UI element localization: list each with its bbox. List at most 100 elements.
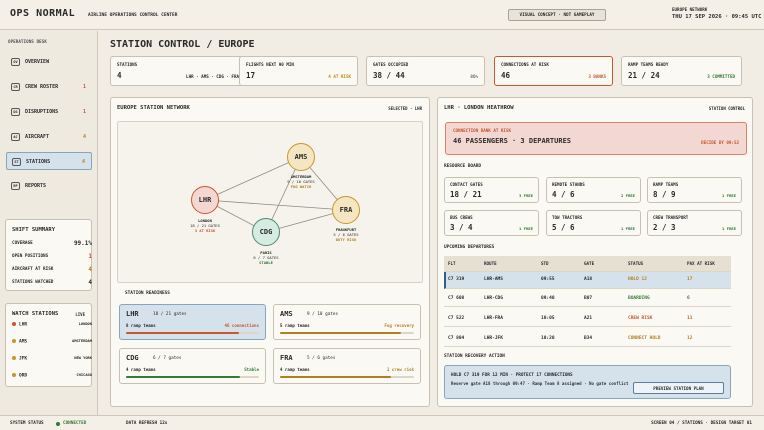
cell-gate: B07 bbox=[584, 296, 593, 301]
readiness-lhr[interactable]: LHR 18 / 21 gates 8 ramp teams 46 connec… bbox=[119, 304, 266, 340]
system-status-value: CONNECTED bbox=[63, 421, 87, 426]
readiness-fill bbox=[126, 332, 240, 334]
kpi-detail: LHR · AMS · CDG · FRA bbox=[186, 74, 239, 79]
kpi-label: CONNECTIONS AT RISK bbox=[501, 62, 549, 67]
table-row[interactable]: C7 522 LHR-FRA 10:05 A21 CREW RISK 11 bbox=[444, 311, 731, 327]
sidebar-item-stations[interactable]: ST STATIONS 4 bbox=[6, 152, 92, 170]
cell-pax: 11 bbox=[687, 316, 693, 321]
station-panel: LHR · LONDON HEATHROW STATION CONTROL CO… bbox=[437, 97, 753, 407]
datetime-label: THU 17 SEP 2026 · 09:45 UTC bbox=[672, 14, 762, 20]
alert-label: CONNECTION BANK AT RISK bbox=[453, 128, 511, 133]
readiness-ams[interactable]: AMS 9 / 10 gates 5 ramp teams Fog recove… bbox=[273, 304, 421, 340]
watch-station-jfk[interactable]: JFK NEW YORK bbox=[12, 356, 92, 362]
readiness-gates: 18 / 21 gates bbox=[153, 312, 187, 317]
summary-value: 99.1% bbox=[73, 240, 92, 247]
readiness-teams: 4 ramp teams bbox=[126, 367, 156, 372]
readiness-fill bbox=[280, 332, 401, 334]
kpi-detail: 3 BANKS bbox=[588, 74, 606, 79]
disruption-icon: DS bbox=[11, 108, 20, 116]
summary-row: AIRCRAFT AT RISK 4 bbox=[12, 266, 92, 273]
table-row[interactable]: C7 319 LHR-AMS 09:55 A18 HOLD 12 17 bbox=[444, 272, 731, 289]
watch-station-ams[interactable]: AMS AMSTERDAM bbox=[12, 339, 92, 345]
table-header: FLT ROUTE STD GATE STATUS PAX AT RISK bbox=[444, 256, 731, 272]
aircraft-icon: AC bbox=[11, 133, 20, 141]
resource-label: BUS CREWS bbox=[450, 215, 473, 220]
readiness-gates: 9 / 10 gates bbox=[307, 312, 339, 317]
cell-gate: A18 bbox=[584, 277, 593, 282]
sidebar-item-label: OVERVIEW bbox=[25, 59, 50, 65]
readiness-code: FRA bbox=[280, 354, 293, 362]
sidebar-item-label: REPORTS bbox=[25, 183, 47, 189]
cell-status: CONNECT HOLD bbox=[628, 336, 661, 341]
recovery-action-card: HOLD C7 319 FOR 12 MIN · PROTECT 17 CONN… bbox=[444, 365, 731, 399]
selected-label: SELECTED · LHR bbox=[388, 106, 422, 111]
station-icon: ST bbox=[12, 158, 21, 166]
alert-deadline: DECIDE BY 09:52 bbox=[701, 140, 739, 145]
status-dot-icon bbox=[12, 339, 16, 343]
node-status: STABLE bbox=[259, 260, 273, 266]
readiness-fra[interactable]: FRA 5 / 6 gates 4 ramp teams 1 crew risk bbox=[273, 348, 421, 384]
readiness-cdg[interactable]: CDG 6 / 7 gates 4 ramp teams Stable bbox=[119, 348, 266, 384]
kpi-value: 38 / 44 bbox=[373, 71, 405, 80]
shift-summary-card: SHIFT SUMMARY COVERAGE 99.1% OPEN POSITIO… bbox=[5, 219, 92, 291]
sidebar-item-crew-roster[interactable]: CR CREW ROSTER 1 bbox=[6, 78, 92, 96]
sidebar-item-count: 1 bbox=[82, 84, 86, 90]
station-code: JFK bbox=[19, 356, 28, 362]
summary-row: COVERAGE 99.1% bbox=[12, 240, 92, 247]
sidebar-item-count: 4 bbox=[81, 159, 85, 165]
summary-label: AIRCRAFT AT RISK bbox=[12, 267, 54, 272]
sidebar-item-overview[interactable]: OV OVERVIEW bbox=[6, 53, 92, 71]
readiness-fill bbox=[126, 376, 241, 378]
watch-station-lhr[interactable]: LHR LONDON bbox=[12, 322, 92, 328]
table-row[interactable]: C7 804 LHR-JFK 10:20 B34 CONNECT HOLD 12 bbox=[444, 331, 731, 347]
kpi-value: 17 bbox=[246, 71, 256, 80]
network-map: LHR LONDON 18 / 21 GATES 3 AT RISK AMS AMS… bbox=[117, 121, 423, 283]
node-cdg[interactable]: CDG bbox=[252, 218, 280, 246]
node-fra[interactable]: FRA bbox=[332, 196, 360, 224]
cell-route: LHR-AMS bbox=[484, 277, 503, 282]
resource-free: 3 FREE bbox=[518, 193, 533, 198]
resource-label: RAMP TEAMS bbox=[653, 182, 679, 187]
summary-label: COVERAGE bbox=[12, 241, 33, 246]
preview-station-plan-button[interactable]: PREVIEW STATION PLAN bbox=[633, 382, 724, 394]
node-lhr[interactable]: LHR bbox=[191, 186, 219, 214]
readiness-teams: 8 ramp teams bbox=[126, 323, 156, 328]
column-header: STATUS bbox=[628, 261, 644, 266]
departures-title: UPCOMING DEPARTURES bbox=[444, 245, 495, 250]
resource-value: 18 / 21 bbox=[450, 190, 482, 199]
watch-station-ord[interactable]: ORD CHICAGO bbox=[12, 373, 92, 379]
readiness-title: STATION READINESS bbox=[125, 291, 170, 296]
sidebar-item-disruptions[interactable]: DS DISRUPTIONS 1 bbox=[6, 103, 92, 121]
brand-logo: OPS NORMAL bbox=[10, 8, 76, 19]
sidebar-item-label: DISRUPTIONS bbox=[25, 109, 59, 115]
cell-flt: C7 804 bbox=[448, 336, 465, 341]
kpi-stations: STATIONS 4 LHR · AMS · CDG · FRA bbox=[110, 56, 246, 86]
readiness-bar bbox=[126, 332, 259, 334]
kpi-detail: 4 AT RISK bbox=[328, 74, 351, 79]
status-dot-icon bbox=[12, 356, 16, 360]
readiness-bar bbox=[280, 376, 414, 378]
cell-pax: 12 bbox=[687, 336, 693, 341]
sidebar-item-aircraft[interactable]: AC AIRCRAFT 4 bbox=[6, 128, 92, 146]
kpi-detail: 86% bbox=[470, 74, 478, 79]
sidebar-item-reports[interactable]: RP REPORTS bbox=[6, 177, 92, 195]
kpi-label: STATIONS bbox=[117, 62, 138, 67]
data-refresh-label: DATA REFRESH 12s bbox=[126, 421, 168, 426]
summary-row: OPEN POSITIONS 1 bbox=[12, 253, 92, 260]
station-city: AMSTERDAM bbox=[72, 339, 92, 343]
readiness-teams: 4 ramp teams bbox=[280, 367, 310, 372]
column-header: ROUTE bbox=[484, 261, 497, 266]
node-fra-label: FRANKFURT 5 / 6 GATES DUTY RISK bbox=[321, 227, 371, 243]
sidebar: OPERATIONS DESK OV OVERVIEW CR CREW ROST… bbox=[0, 31, 98, 415]
readiness-code: CDG bbox=[126, 354, 139, 362]
kpi-value: 46 bbox=[501, 71, 511, 80]
node-city: PARIS bbox=[260, 250, 272, 255]
cell-pax: 6 bbox=[687, 296, 690, 301]
readiness-fill bbox=[280, 376, 392, 378]
table-row[interactable]: C7 608 LHR-CDG 09:40 B07 BOARDING 6 bbox=[444, 291, 731, 307]
resource-board-title: RESOURCE BOARD bbox=[444, 164, 482, 169]
cell-route: LHR-CDG bbox=[484, 296, 503, 301]
resource-free: 1 FREE bbox=[518, 226, 533, 231]
sidebar-item-count: 4 bbox=[82, 134, 86, 140]
node-ams[interactable]: AMS bbox=[287, 143, 315, 171]
